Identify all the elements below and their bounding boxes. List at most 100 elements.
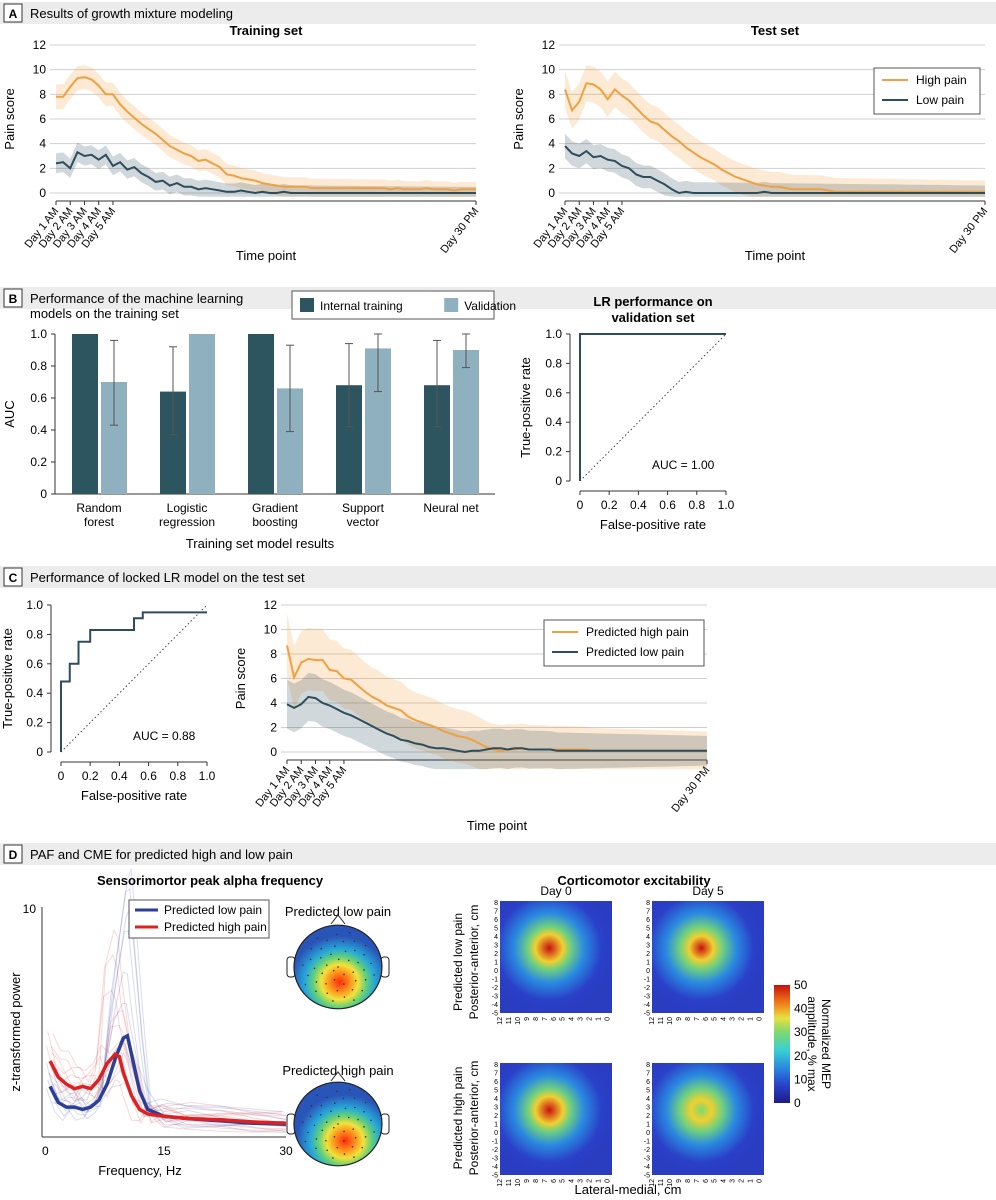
y-tick-label: 0 [494, 1130, 498, 1137]
y-tick-label: 6 [39, 112, 46, 126]
electrode-dot [321, 972, 324, 975]
category-label: regression [159, 515, 215, 529]
electrode-dot [310, 1104, 313, 1107]
y-tick-label: 0.6 [26, 657, 43, 671]
y-tick-label: 0.6 [30, 391, 47, 405]
individual-trace [53, 868, 287, 1116]
x-tick-label: 0.8 [169, 769, 186, 783]
y-tick-label: 8 [646, 1062, 650, 1069]
x-tick-label: 7 [542, 1017, 549, 1021]
x-tick-label: 1 [596, 1179, 603, 1183]
x-tick-label: 6 [551, 1179, 558, 1183]
y-tick-label: -1 [492, 976, 498, 983]
legend-label: Internal training [320, 299, 403, 313]
x-tick-label: 12 [649, 1017, 656, 1025]
electrode-dot [364, 979, 367, 981]
y-tick-label: 2 [494, 951, 498, 958]
electrode-dot [326, 1149, 329, 1152]
electrode-dot [332, 1000, 334, 1002]
chart-title: validation set [611, 310, 695, 325]
x-tick-label: 6 [703, 1017, 710, 1021]
x-tick-label: 12 [497, 1179, 504, 1187]
x-tick-label: 6 [703, 1179, 710, 1183]
y-tick-label: 2 [646, 951, 650, 958]
chart-title: Corticomotor excitability [557, 873, 711, 888]
colorbar-tick-label: 0 [794, 1096, 801, 1110]
panel-a-header: A Results of growth mixture modeling [0, 2, 996, 24]
y-tick-label: 7 [646, 1070, 650, 1077]
confidence-band [56, 65, 476, 197]
y-tick-label: 0.2 [26, 716, 43, 730]
panel-a-title: Results of growth mixture modeling [30, 6, 233, 21]
y-tick-label: 10 [33, 63, 47, 77]
confidence-band [565, 133, 985, 197]
x-tick-label: 8 [685, 1179, 692, 1183]
electrode-dot [313, 1124, 316, 1127]
x-tick-label: 0.8 [688, 498, 705, 512]
electrode-dot [343, 983, 345, 985]
electrode-dot [343, 1130, 345, 1133]
x-tick-label: 0 [757, 1179, 764, 1183]
row-label: Predicted high pain [451, 1067, 465, 1170]
y-tick-label: -5 [492, 1010, 498, 1017]
panel-c-title: Performance of locked LR model on the te… [30, 570, 305, 585]
electrode-dot [320, 1104, 323, 1107]
y-tick-label: 4 [646, 1096, 650, 1103]
panel-b-title-line2: models on the training set [30, 306, 179, 321]
panel-d-header: D PAF and CME for predicted high and low… [0, 843, 996, 865]
x-tick-label: 7 [694, 1179, 701, 1183]
individual-trace [48, 928, 285, 1133]
legend-swatch [300, 298, 314, 312]
x-tick-label: 11 [506, 1017, 513, 1024]
individual-trace [47, 953, 284, 1117]
panel-d-letter: D [9, 848, 18, 862]
electrode-dot [354, 1106, 356, 1109]
electrode-dot [336, 933, 338, 936]
legend-label: Predicted high pain [164, 920, 267, 934]
heatmap-cell [652, 1063, 764, 1175]
x-tick-label: 0 [757, 1017, 764, 1021]
x-tick-label: 9 [676, 1179, 683, 1183]
y-tick-label: 10 [264, 623, 278, 637]
electrode-dot [330, 953, 332, 956]
electrode-dot [320, 947, 323, 950]
x-tick-label: 0.2 [601, 498, 618, 512]
y-tick-label: -4 [492, 1002, 498, 1009]
y-tick-label: 10 [542, 63, 556, 77]
electrode-dot [353, 1156, 355, 1158]
x-tick-label: Day 30 PM [669, 764, 712, 814]
y-tick-label: -2 [492, 985, 498, 992]
y-axis-label: z-transformed power [8, 972, 23, 1092]
y-tick-label: 5 [494, 925, 498, 932]
electrode-dot [337, 1115, 340, 1118]
panel-c-letter: C [9, 571, 18, 585]
electrode-dot [333, 979, 336, 981]
panel-b-letter: B [9, 292, 18, 306]
y-tick-label: 0.4 [26, 686, 43, 700]
electrode-dot [334, 945, 336, 948]
panel-b-header: B Performance of the machine learning mo… [0, 287, 996, 321]
x-tick-label: 0.4 [630, 498, 647, 512]
column-label: Day 0 [540, 884, 572, 898]
y-tick-label: 0.8 [545, 356, 562, 370]
y-tick-label: 2 [494, 1113, 498, 1120]
y-tick-label: 8 [494, 1062, 498, 1069]
electrode-dot [370, 1119, 372, 1122]
electrode-dot [309, 958, 312, 961]
x-tick-label: 0 [605, 1179, 612, 1183]
x-tick-label: 0 [577, 498, 584, 512]
y-tick-label: 0 [555, 474, 562, 488]
x-tick-label: 2 [739, 1179, 746, 1183]
lr-test-roc-chart: 0 0.2 0.4 0.6 0.8 1.0 0 0.2 0.4 0.6 0.8 1.0 AUC = 0.… [0, 598, 216, 803]
electrode-dot [307, 974, 309, 977]
electrode-dot [354, 979, 357, 982]
y-tick-label: 6 [548, 112, 555, 126]
y-tick-label: 10 [23, 902, 37, 916]
category-label: Support [342, 501, 385, 515]
legend-label: Low pain [916, 93, 964, 107]
chart-title: Test set [751, 23, 800, 38]
x-tick-label: 3 [730, 1179, 737, 1183]
heatmap-cell [500, 1063, 612, 1175]
x-tick-label: 9 [524, 1179, 531, 1183]
